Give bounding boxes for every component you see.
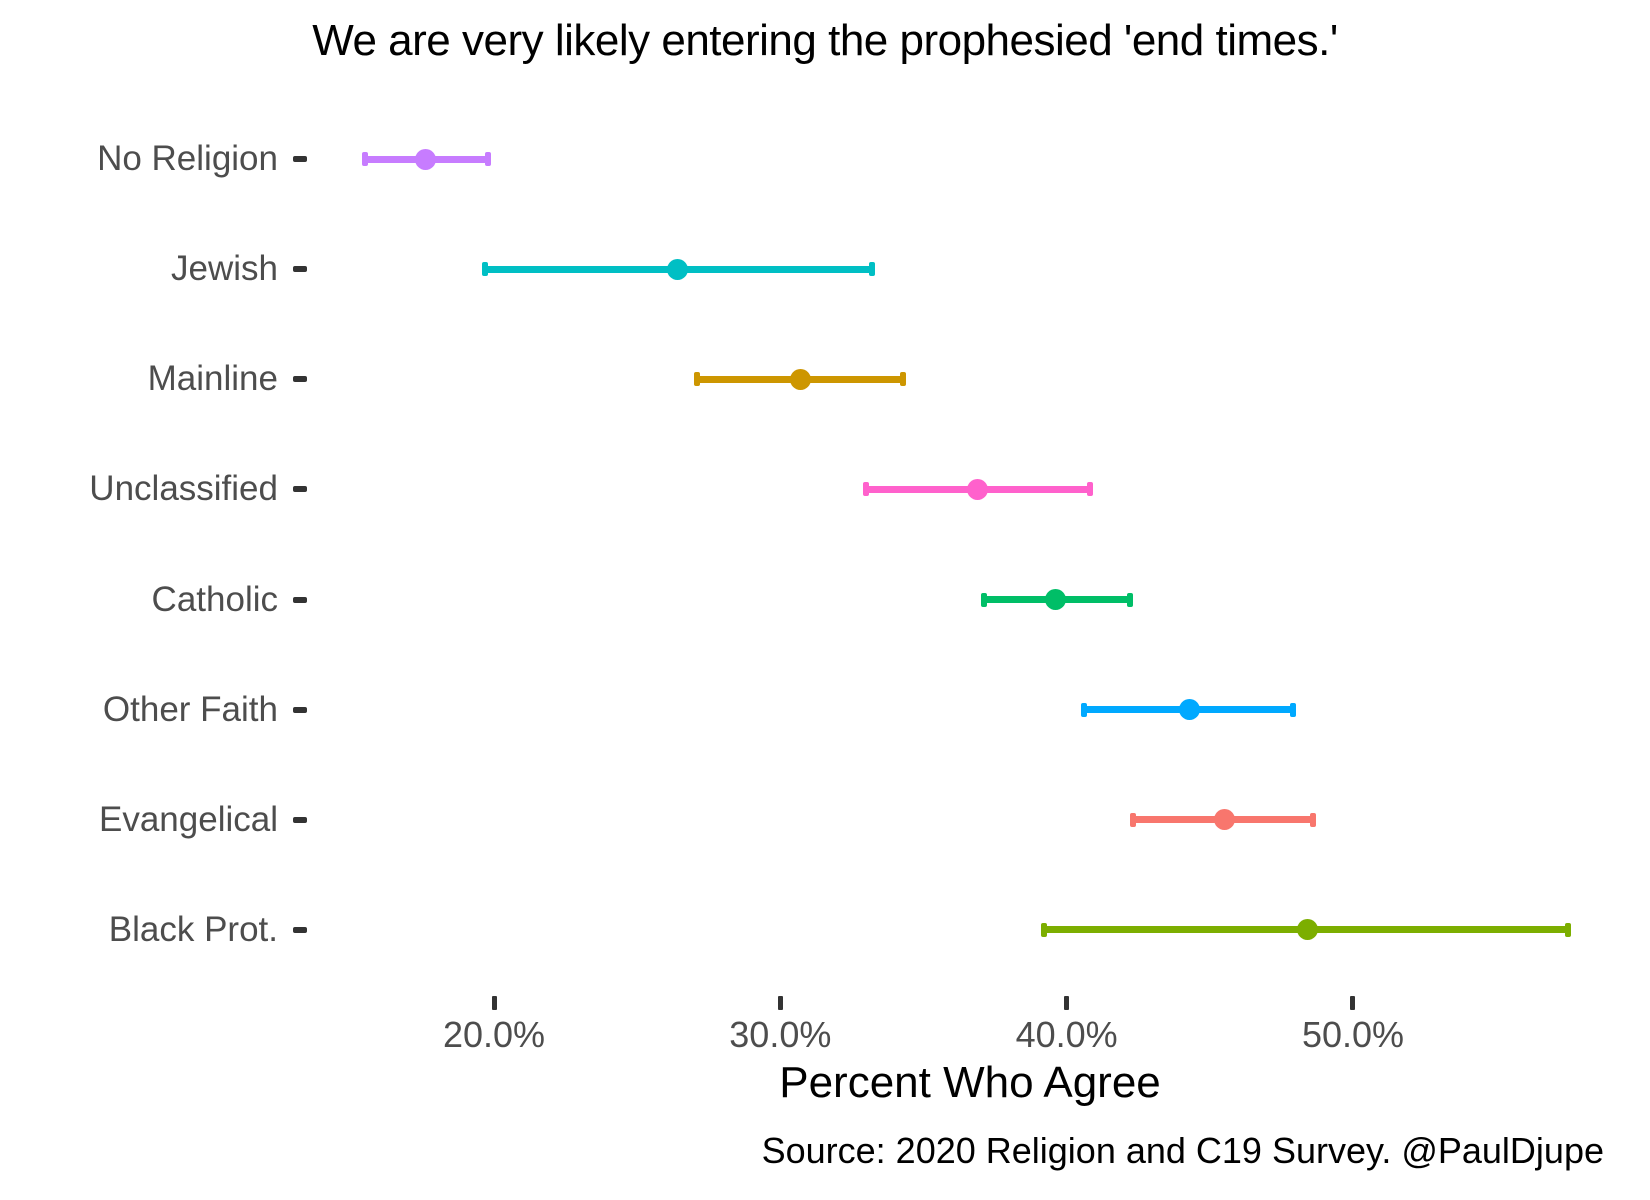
y-axis-label: Black Prot. <box>108 909 278 949</box>
x-tick-label: 40.0% <box>1015 1014 1118 1055</box>
y-axis-tick <box>293 486 307 493</box>
point-estimate <box>666 258 688 280</box>
point-estimate <box>1296 919 1318 941</box>
y-axis-tick <box>293 926 307 933</box>
x-axis-tick <box>777 996 783 1010</box>
point-estimate <box>789 368 811 390</box>
x-axis-tick <box>1350 996 1356 1010</box>
y-axis-label: Unclassified <box>89 469 278 509</box>
ci-cap-low <box>1129 812 1136 827</box>
ci-cap-low <box>863 482 870 497</box>
ci-cap-high <box>868 262 875 277</box>
y-axis-label: No Religion <box>97 139 278 178</box>
ci-cap-low <box>1040 922 1047 937</box>
ci-cap-high <box>1126 592 1133 607</box>
y-axis-tick <box>293 266 307 273</box>
ci-cap-low <box>362 152 369 166</box>
ci-cap-low <box>694 372 701 387</box>
y-axis-label: Evangelical <box>99 799 278 839</box>
x-axis-tick <box>1064 996 1070 1010</box>
ci-cap-low <box>482 262 489 277</box>
point-estimate <box>1179 699 1201 721</box>
ci-cap-high <box>1564 922 1571 937</box>
x-axis-tick <box>491 996 497 1010</box>
y-axis-tick <box>293 156 307 162</box>
y-axis-tick <box>293 816 307 823</box>
y-axis-label: Catholic <box>151 579 278 619</box>
point-estimate <box>967 478 989 500</box>
ci-cap-high <box>1309 812 1316 827</box>
y-axis-tick <box>293 706 307 713</box>
ci-cap-high <box>1289 702 1296 717</box>
x-tick-label: 50.0% <box>1301 1014 1405 1055</box>
point-estimate <box>1213 809 1235 831</box>
ci-cap-high <box>1086 482 1093 497</box>
ci-cap-high <box>900 372 907 387</box>
point-estimate <box>414 148 436 170</box>
source-caption: Source: 2020 Religion and C19 Survey. @P… <box>761 1130 1604 1171</box>
x-axis-title: Percent Who Agree <box>779 1058 1161 1107</box>
ci-cap-high <box>485 152 492 166</box>
point-estimate <box>1044 589 1066 611</box>
ci-cap-low <box>980 592 987 607</box>
chart-title: We are very likely entering the prophesi… <box>312 16 1338 65</box>
y-axis-tick <box>293 376 307 383</box>
y-axis-label: Other Faith <box>102 689 278 729</box>
x-tick-label: 20.0% <box>442 1014 546 1055</box>
y-axis-label: Mainline <box>147 359 278 399</box>
ci-cap-low <box>1080 702 1087 717</box>
y-axis-tick <box>293 596 307 603</box>
x-tick-label: 30.0% <box>729 1014 832 1055</box>
y-axis-label: Jewish <box>171 249 278 289</box>
